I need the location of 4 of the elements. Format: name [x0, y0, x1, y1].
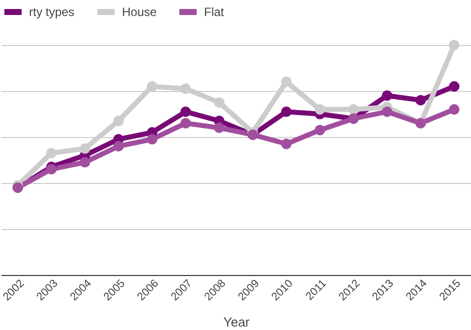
x-axis-title: Year — [223, 314, 250, 330]
legend-label: House — [122, 5, 158, 19]
legend-label: rty types — [29, 5, 74, 19]
legend-label: Flat — [204, 5, 225, 19]
